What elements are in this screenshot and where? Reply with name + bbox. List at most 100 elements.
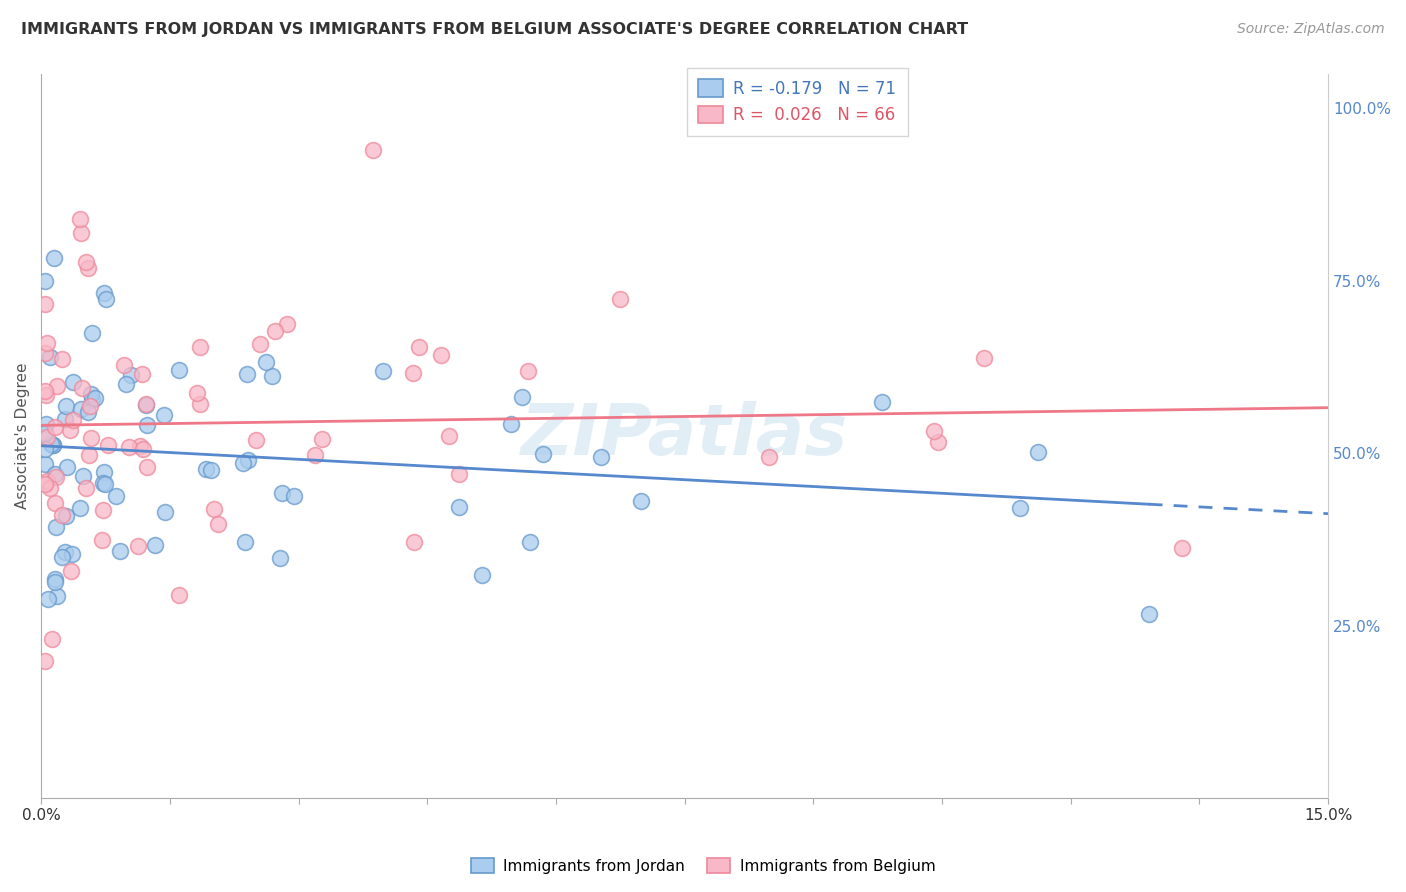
Point [55,400,77,414]
Point [129,439,152,453]
Point [91,533,114,547]
Point [256,355,278,369]
Point [84,391,107,405]
Point [34,384,56,398]
Point [439,429,461,443]
Point [167,363,190,377]
Point [131,367,153,381]
Point [45,520,67,534]
Text: ZIPatlas: ZIPatlas [522,401,848,470]
Point [44,496,66,510]
Point [79,448,101,462]
Text: IMMIGRANTS FROM JORDAN VS IMMIGRANTS FROM BELGIUM ASSOCIATE'S DEGREE CORRELATION: IMMIGRANTS FROM JORDAN VS IMMIGRANTS FRO… [21,22,969,37]
Point [46,378,69,392]
Point [152,409,174,423]
Point [37,591,59,606]
Point [55,459,77,474]
Point [404,535,426,549]
Point [39,350,62,364]
Point [75,481,97,495]
Point [202,501,225,516]
Point [361,143,384,157]
Point [39,481,62,495]
Point [1171,541,1194,556]
Point [236,368,259,382]
Point [34,476,56,491]
Point [200,463,222,477]
Point [512,390,534,404]
Point [1137,607,1160,621]
Point [1026,445,1049,459]
Point [143,538,166,552]
Point [758,450,780,464]
Point [449,467,471,481]
Point [55,508,77,523]
Legend: R = -0.179   N = 71, R =  0.026   N = 66: R = -0.179 N = 71, R = 0.026 N = 66 [686,68,908,136]
Point [449,500,471,515]
Point [94,292,117,306]
Point [35,387,58,401]
Point [112,358,135,372]
Point [609,292,631,306]
Point [91,476,114,491]
Point [51,550,73,565]
Point [276,317,298,331]
Point [75,254,97,268]
Point [62,547,84,561]
Point [118,440,141,454]
Point [519,534,541,549]
Point [80,431,103,445]
Point [132,442,155,456]
Point [207,516,229,531]
Point [373,364,395,378]
Point [41,632,63,646]
Point [167,588,190,602]
Point [72,469,94,483]
Point [186,386,208,401]
Point [104,489,127,503]
Point [69,501,91,516]
Point [1008,500,1031,515]
Point [35,474,58,488]
Point [34,345,56,359]
Point [188,397,211,411]
Point [41,436,63,450]
Point [77,260,100,275]
Point [311,432,333,446]
Point [44,574,66,589]
Point [51,508,73,522]
Point [77,405,100,419]
Point [53,412,76,426]
Point [53,544,76,558]
Point [927,435,949,450]
Point [44,572,66,586]
Point [34,426,56,441]
Point [62,413,84,427]
Point [499,417,522,431]
Point [924,425,946,439]
Point [127,539,149,553]
Point [35,417,58,431]
Legend: Immigrants from Jordan, Immigrants from Belgium: Immigrants from Jordan, Immigrants from … [464,852,942,880]
Point [94,476,117,491]
Point [60,564,83,578]
Point [121,368,143,382]
Point [79,400,101,414]
Point [45,470,67,484]
Point [70,381,93,395]
Point [97,438,120,452]
Point [93,286,115,301]
Point [194,462,217,476]
Point [135,396,157,410]
Point [34,274,56,288]
Point [870,395,893,409]
Point [58,423,80,437]
Point [973,351,995,365]
Point [114,376,136,391]
Point [79,387,101,401]
Point [70,402,93,417]
Point [304,449,326,463]
Point [188,340,211,354]
Y-axis label: Associate's Degree: Associate's Degree [15,363,30,509]
Point [69,211,91,226]
